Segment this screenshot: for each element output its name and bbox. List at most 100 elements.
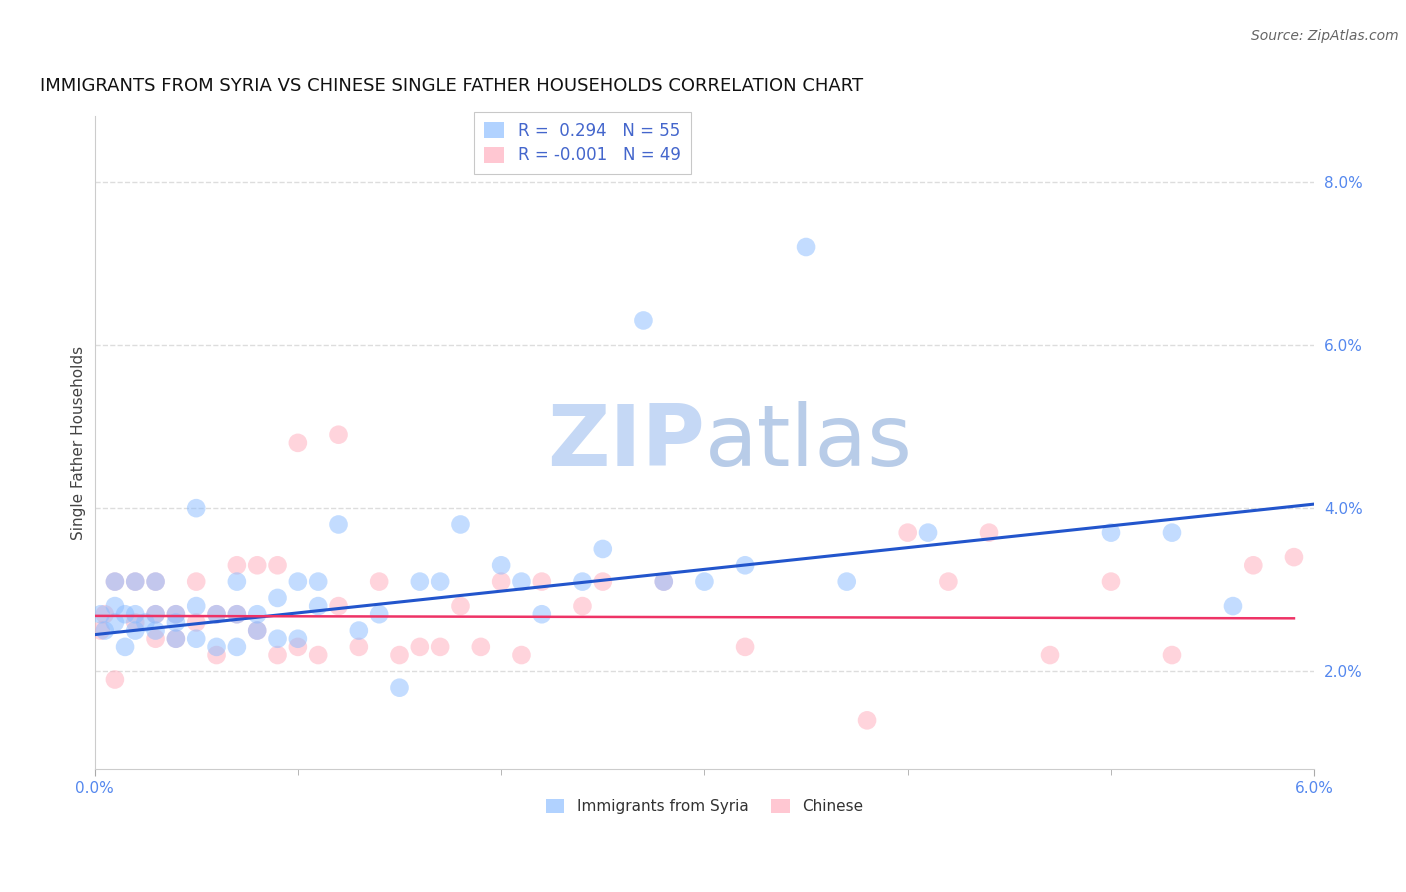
Point <box>1161 525 1184 540</box>
Point <box>246 558 269 573</box>
Point <box>1099 525 1122 540</box>
Point <box>368 607 391 622</box>
Point <box>165 632 187 646</box>
Point <box>1282 550 1305 565</box>
Point <box>856 714 879 728</box>
Text: atlas: atlas <box>704 401 912 484</box>
Point <box>450 599 472 613</box>
Point <box>287 632 309 646</box>
Point <box>124 574 146 589</box>
Point <box>134 615 156 630</box>
Point <box>470 640 492 654</box>
Point <box>287 435 309 450</box>
Point <box>571 574 593 589</box>
Text: IMMIGRANTS FROM SYRIA VS CHINESE SINGLE FATHER HOUSEHOLDS CORRELATION CHART: IMMIGRANTS FROM SYRIA VS CHINESE SINGLE … <box>39 78 863 95</box>
Point <box>897 525 920 540</box>
Point <box>652 574 675 589</box>
Point <box>592 541 614 556</box>
Point <box>266 648 288 662</box>
Point <box>114 607 136 622</box>
Point <box>186 599 208 613</box>
Point <box>225 640 247 654</box>
Point <box>388 648 411 662</box>
Point <box>124 574 146 589</box>
Point <box>266 632 288 646</box>
Point <box>938 574 960 589</box>
Point <box>104 574 127 589</box>
Point <box>409 574 432 589</box>
Point <box>205 648 228 662</box>
Text: ZIP: ZIP <box>547 401 704 484</box>
Point <box>287 640 309 654</box>
Point <box>287 574 309 589</box>
Point <box>347 640 370 654</box>
Point <box>510 648 533 662</box>
Point <box>977 525 1000 540</box>
Point <box>530 574 553 589</box>
Point <box>145 632 167 646</box>
Point <box>124 607 146 622</box>
Point <box>165 632 187 646</box>
Point <box>510 574 533 589</box>
Point <box>186 574 208 589</box>
Point <box>409 640 432 654</box>
Point <box>368 574 391 589</box>
Point <box>93 607 115 622</box>
Point <box>429 574 451 589</box>
Point <box>165 615 187 630</box>
Point <box>307 574 329 589</box>
Point <box>307 648 329 662</box>
Point <box>571 599 593 613</box>
Point <box>266 558 288 573</box>
Point <box>104 615 127 630</box>
Point <box>186 615 208 630</box>
Point <box>205 640 228 654</box>
Point <box>530 607 553 622</box>
Point <box>165 607 187 622</box>
Point <box>1161 648 1184 662</box>
Point <box>93 624 115 638</box>
Point <box>246 607 269 622</box>
Point <box>633 313 655 327</box>
Point <box>114 640 136 654</box>
Point <box>225 607 247 622</box>
Legend: Immigrants from Syria, Chinese: Immigrants from Syria, Chinese <box>540 793 869 821</box>
Point <box>104 599 127 613</box>
Point <box>450 517 472 532</box>
Point <box>145 624 167 638</box>
Point <box>124 615 146 630</box>
Point <box>1039 648 1062 662</box>
Point <box>266 591 288 605</box>
Point <box>592 574 614 589</box>
Point <box>328 517 350 532</box>
Point <box>429 640 451 654</box>
Point <box>693 574 716 589</box>
Point <box>225 574 247 589</box>
Point <box>917 525 939 540</box>
Point <box>328 599 350 613</box>
Point <box>246 624 269 638</box>
Point <box>186 632 208 646</box>
Point <box>90 607 112 622</box>
Point <box>145 607 167 622</box>
Point <box>734 558 756 573</box>
Point <box>145 574 167 589</box>
Point <box>246 624 269 638</box>
Point <box>489 558 512 573</box>
Point <box>165 607 187 622</box>
Point <box>835 574 858 589</box>
Point <box>205 607 228 622</box>
Point <box>145 607 167 622</box>
Point <box>104 574 127 589</box>
Point <box>186 501 208 516</box>
Point <box>124 624 146 638</box>
Y-axis label: Single Father Households: Single Father Households <box>72 346 86 540</box>
Point <box>489 574 512 589</box>
Point <box>307 599 329 613</box>
Point <box>225 558 247 573</box>
Point <box>104 673 127 687</box>
Point <box>388 681 411 695</box>
Point <box>225 607 247 622</box>
Point <box>347 624 370 638</box>
Text: Source: ZipAtlas.com: Source: ZipAtlas.com <box>1251 29 1399 43</box>
